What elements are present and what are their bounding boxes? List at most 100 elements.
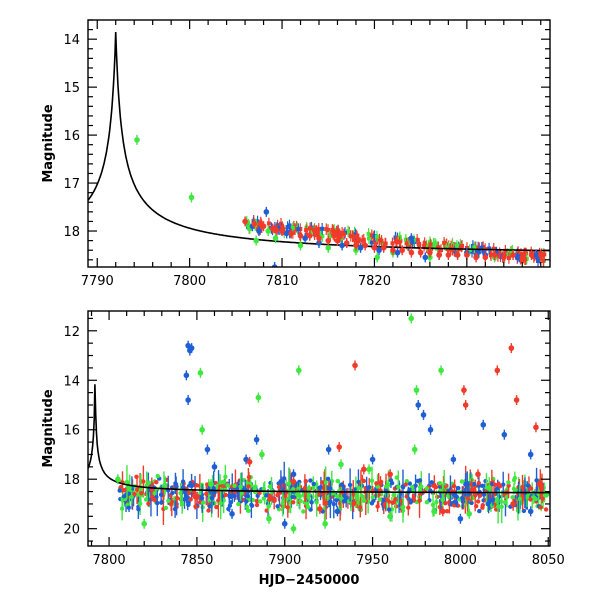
cloud-point-green xyxy=(375,484,380,489)
x-tick-label: 7790 xyxy=(81,274,114,289)
cloud-point-red xyxy=(275,493,280,498)
cloud-point-red xyxy=(154,480,159,485)
data-point-green xyxy=(208,481,214,487)
cloud-point-green xyxy=(503,500,508,505)
cloud-point-green xyxy=(244,504,250,510)
data-point-blue xyxy=(420,412,427,418)
data-point-blue xyxy=(185,397,191,403)
cloud-point-red xyxy=(146,501,151,506)
x-tick-label: 7810 xyxy=(265,274,298,289)
cloud-point-green xyxy=(377,497,382,502)
data-point-blue xyxy=(281,520,288,527)
cloud-point-red xyxy=(433,485,439,490)
cloud-point-green xyxy=(261,496,266,501)
cloud-point-blue xyxy=(244,499,249,504)
data-point-blue xyxy=(480,421,487,428)
data-point-green xyxy=(431,508,437,515)
cloud-point-red xyxy=(361,478,367,484)
data-point-green xyxy=(413,387,420,393)
cloud-point-blue xyxy=(126,491,131,496)
cloud-point-red xyxy=(538,505,543,510)
cloud-point-red xyxy=(267,497,272,502)
data-point-red xyxy=(353,242,359,249)
cloud-point-green xyxy=(404,479,409,484)
cloud-point-green xyxy=(236,501,241,507)
cloud-point-green xyxy=(258,499,263,504)
data-point-red xyxy=(510,252,516,258)
cloud-point-blue xyxy=(407,481,412,486)
data-point-red xyxy=(371,245,378,251)
model-curve xyxy=(88,384,550,494)
y-tick-label: 17 xyxy=(63,177,80,192)
cloud-point-blue xyxy=(117,488,122,493)
data-point-red xyxy=(306,233,313,239)
cloud-point-green xyxy=(506,480,511,485)
data-point-blue xyxy=(188,345,195,351)
cloud-point-green xyxy=(252,486,257,492)
cloud-point-red xyxy=(132,491,137,497)
cloud-point-blue xyxy=(325,476,331,481)
data-point-red xyxy=(334,237,341,244)
data-point-blue xyxy=(527,508,534,515)
data-point-red xyxy=(461,387,467,393)
cloud-point-green xyxy=(246,508,251,513)
cloud-point-blue xyxy=(308,478,313,483)
data-point-blue xyxy=(183,372,190,379)
y-tick-label: 14 xyxy=(63,374,80,389)
cloud-point-green xyxy=(225,483,230,488)
x-tick-label: 7820 xyxy=(358,274,391,289)
cloud-point-blue xyxy=(170,490,175,496)
data-point-green xyxy=(338,461,344,468)
cloud-point-green xyxy=(218,480,223,485)
cloud-point-green xyxy=(424,486,429,491)
data-point-green xyxy=(253,237,259,244)
y-tick-label: 18 xyxy=(63,473,80,488)
data-point-blue xyxy=(334,508,341,515)
data-point-blue xyxy=(527,451,534,458)
cloud-point-green xyxy=(146,480,152,485)
data-point-blue xyxy=(302,235,308,242)
cloud-point-green xyxy=(152,491,157,496)
cloud-point-green xyxy=(490,503,495,508)
data-point-green xyxy=(266,515,272,522)
cloud-point-red xyxy=(465,496,471,501)
cloud-point-blue xyxy=(341,499,347,504)
data-point-red xyxy=(440,508,446,515)
data-point-red xyxy=(352,362,358,369)
data-point-red xyxy=(454,252,461,258)
data-point-blue xyxy=(339,242,345,249)
cloud-point-blue xyxy=(311,481,316,487)
cloud-point-red xyxy=(443,501,448,506)
cloud-point-blue xyxy=(469,500,474,506)
data-point-blue xyxy=(290,471,297,478)
data-point-blue xyxy=(283,230,290,237)
cloud-point-red xyxy=(122,488,127,493)
data-point-green xyxy=(115,476,121,483)
data-point-red xyxy=(462,402,469,408)
data-point-blue xyxy=(457,515,464,522)
data-point-red xyxy=(246,459,253,465)
cloud-point-red xyxy=(254,502,260,508)
cloud-point-green xyxy=(391,492,396,498)
data-point-green xyxy=(297,242,304,249)
data-point-red xyxy=(380,245,387,251)
data-point-green xyxy=(197,370,204,376)
cloud-point-red xyxy=(476,480,481,486)
cloud-point-blue xyxy=(263,493,269,498)
x-axis-label: HJD−2450000 xyxy=(259,573,360,588)
cloud-point-blue xyxy=(381,497,386,503)
cloud-point-blue xyxy=(485,501,490,507)
cloud-point-blue xyxy=(121,494,127,499)
cloud-point-green xyxy=(356,485,361,491)
x-tick-label: 7850 xyxy=(180,553,213,568)
cloud-point-red xyxy=(384,497,389,502)
cloud-point-blue xyxy=(136,507,141,512)
cloud-point-green xyxy=(163,505,169,511)
cloud-point-green xyxy=(335,494,340,499)
data-point-blue xyxy=(422,254,429,261)
data-point-green xyxy=(366,466,372,473)
data-point-blue xyxy=(533,252,539,258)
data-point-green xyxy=(199,426,205,433)
y-axis-label: Magnitude xyxy=(41,389,56,468)
